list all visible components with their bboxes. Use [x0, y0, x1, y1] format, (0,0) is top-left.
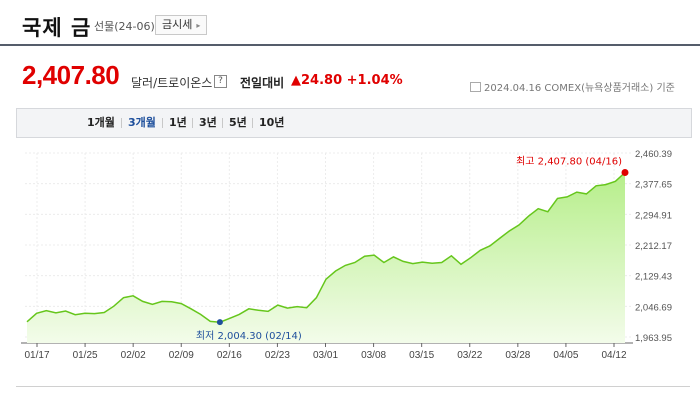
- y-tick-label: 2,046.69: [635, 302, 672, 313]
- x-tick-label: 03/01: [313, 350, 338, 361]
- current-price: 2,407.80: [22, 60, 120, 90]
- tab-1month[interactable]: 1개월: [87, 116, 115, 129]
- low-point-marker: [216, 319, 223, 326]
- x-tick-label: 03/08: [361, 350, 386, 361]
- chevron-right-icon: ▸: [196, 21, 201, 30]
- calendar-icon: [470, 82, 481, 92]
- chart-annotations: 최고 2,407.80 (04/16) 최저 2,004.30 (02/14): [196, 155, 629, 342]
- x-tick-label: 03/15: [409, 350, 434, 361]
- tab-3years[interactable]: 3년: [199, 116, 217, 129]
- page-header: 국제 금 선물(24-06) 금시세 ▸: [0, 0, 700, 46]
- x-tick-label: 04/05: [553, 350, 578, 361]
- help-icon[interactable]: ?: [214, 75, 227, 88]
- x-tick-label: 02/23: [265, 350, 290, 361]
- price-unit: 달러/트로이온스: [131, 76, 213, 90]
- x-tick-label: 03/22: [457, 350, 482, 361]
- x-tick-label: 02/16: [217, 350, 242, 361]
- tab-separator: [162, 118, 163, 128]
- y-tick-label: 2,129.43: [635, 272, 672, 283]
- y-tick-label: 2,294.91: [635, 210, 672, 221]
- x-axis: 01/17 01/25 02/02 02/09 02/16 02/23 03/01 03/08…: [24, 350, 626, 361]
- y-tick-label: 2,377.65: [635, 180, 672, 191]
- contract-subtitle: 선물(24-06): [94, 20, 155, 33]
- y-axis: 2,460.39 2,377.65 2,294.91 2,212.17 2,129.43…: [635, 149, 672, 344]
- period-tabs: 1개월 3개월 1년 3년 5년 10년: [16, 108, 692, 138]
- high-point-marker: [621, 168, 629, 176]
- high-label: 최고 2,407.80 (04/16): [516, 155, 622, 167]
- x-tick-label: 04/12: [601, 350, 626, 361]
- divider: [16, 386, 690, 387]
- tab-5years[interactable]: 5년: [229, 116, 247, 129]
- y-tick-label: 1,963.95: [635, 333, 672, 344]
- tab-10years[interactable]: 10년: [259, 116, 285, 129]
- gold-market-button[interactable]: 금시세 ▸: [155, 15, 208, 35]
- x-tick-label: 02/09: [169, 350, 194, 361]
- x-tick-label: 03/28: [505, 350, 530, 361]
- y-tick-label: 2,460.39: [635, 149, 672, 160]
- as-of-text: 2024.04.16 COMEX(뉴욕상품거래소) 기준: [484, 83, 675, 94]
- tab-separator: [252, 118, 253, 128]
- x-tick-label: 02/02: [121, 350, 146, 361]
- price-line: [26, 171, 626, 323]
- y-tick-label: 2,212.17: [635, 241, 672, 252]
- page-title: 국제 금: [22, 16, 92, 40]
- price-chart[interactable]: 2,460.39 2,377.65 2,294.91 2,212.17 2,129.43…: [0, 140, 700, 380]
- low-label: 최저 2,004.30 (02/14): [196, 330, 302, 342]
- price-area: [27, 172, 625, 343]
- as-of-info: 2024.04.16 COMEX(뉴욕상품거래소) 기준: [470, 79, 675, 94]
- tab-separator: [222, 118, 223, 128]
- tab-separator: [121, 118, 122, 128]
- tab-separator: [192, 118, 193, 128]
- change-label: 전일대비: [240, 76, 285, 90]
- price-change: ▲24.80 +1.04%: [291, 73, 403, 88]
- tab-1year[interactable]: 1년: [169, 116, 187, 129]
- gold-market-button-label: 금시세: [162, 18, 193, 31]
- x-tick-label: 01/17: [24, 350, 49, 361]
- tab-3months[interactable]: 3개월: [128, 116, 156, 129]
- x-tick-label: 01/25: [73, 350, 98, 361]
